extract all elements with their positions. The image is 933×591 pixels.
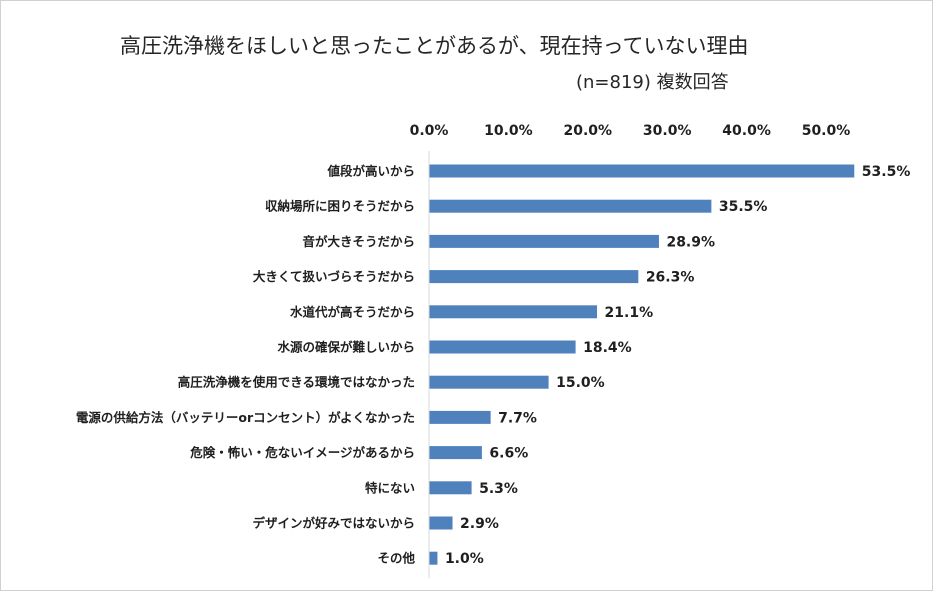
value-label: 15.0% (556, 375, 605, 391)
bar (429, 340, 576, 354)
x-tick-label: 10.0% (484, 123, 533, 139)
category-label: 水源の確保が難しいから (277, 340, 415, 355)
bar (429, 305, 598, 319)
category-label: 音が大きそうだから (302, 234, 415, 249)
x-tick-label: 20.0% (564, 123, 613, 139)
category-label: 大きくて扱いづらそうだから (253, 269, 415, 284)
value-label: 21.1% (605, 305, 654, 321)
bar (429, 551, 438, 565)
bar (429, 375, 549, 389)
value-label: 1.0% (445, 551, 484, 567)
x-tick-label: 30.0% (643, 123, 692, 139)
bar (429, 164, 855, 178)
chart-title: 高圧洗浄機をほしいと思ったことがあるが、現在持っていない理由 (120, 34, 749, 58)
bar (429, 199, 712, 213)
category-label: 収納場所に困りそうだから (265, 199, 415, 214)
bar (429, 234, 659, 248)
value-label: 53.5% (862, 164, 911, 180)
bar (429, 516, 453, 530)
value-label: 18.4% (583, 340, 632, 356)
category-label: 高圧洗浄機を使用できる環境ではなかった (178, 375, 415, 390)
category-label: その他 (377, 551, 415, 566)
x-tick-label: 40.0% (722, 123, 771, 139)
bar (429, 446, 482, 460)
category-label: 水道代が高そうだから (290, 304, 415, 319)
category-label: 値段が高いから (326, 164, 415, 179)
value-label: 6.6% (489, 446, 528, 462)
value-label: 35.5% (719, 199, 768, 215)
bar (429, 270, 639, 284)
bar (429, 410, 491, 424)
category-label: 危険・怖い・危ないイメージがあるから (189, 445, 415, 460)
value-label: 26.3% (646, 270, 695, 286)
category-label: 電源の供給方法（バッテリーorコンセント）がよくなかった (76, 410, 415, 425)
x-tick-label: 0.0% (410, 123, 449, 139)
x-tick-label: 50.0% (802, 123, 851, 139)
chart-subtitle: (n=819) 複数回答 (576, 72, 729, 93)
category-label: デザインが好みではないから (252, 516, 415, 531)
category-label: 特にない (365, 480, 415, 495)
value-label: 28.9% (666, 234, 715, 250)
value-label: 7.7% (498, 410, 537, 426)
value-label: 5.3% (479, 481, 518, 497)
value-label: 2.9% (460, 516, 499, 532)
bar (429, 481, 472, 495)
